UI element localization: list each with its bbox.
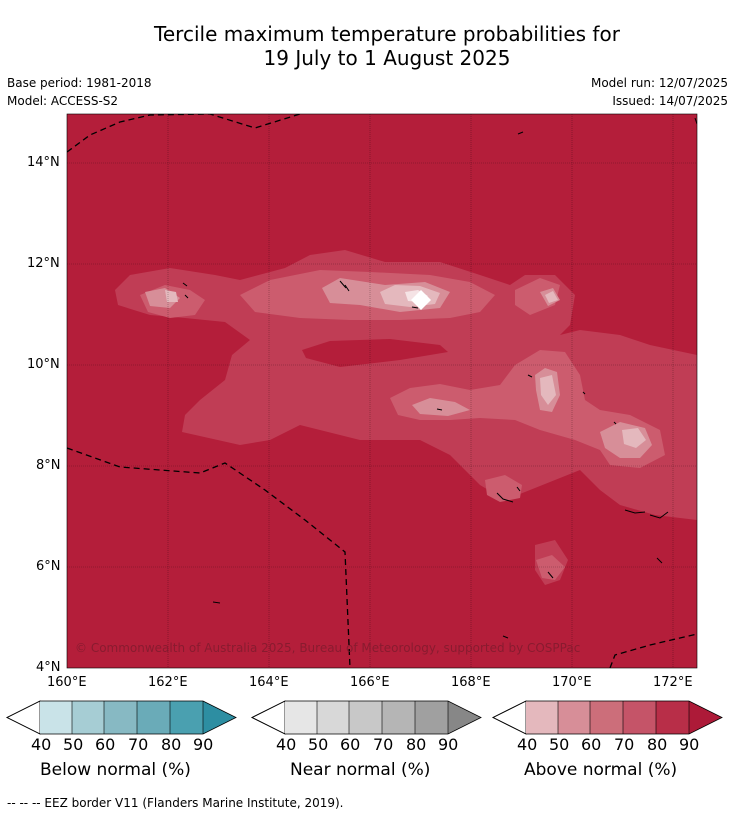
meta-left: Base period: 1981-2018 Model: ACCESS-S2 xyxy=(7,74,152,110)
colorbar-below-tick-70: 70 xyxy=(128,735,149,754)
colorbar-above-swatch-50 xyxy=(558,701,590,734)
colorbar-above-tick-90: 90 xyxy=(679,735,700,754)
map-title: Tercile maximum temperature probabilitie… xyxy=(0,22,736,70)
lat-label-4: 4°N xyxy=(36,660,61,675)
title-line-2: 19 July to 1 August 2025 xyxy=(263,46,511,70)
lon-label-170: 170°E xyxy=(552,675,592,690)
lon-label-162: 162°E xyxy=(148,675,188,690)
colorbar-near-tick-50: 50 xyxy=(308,735,329,754)
issued-date: Issued: 14/07/2025 xyxy=(612,94,728,108)
eez-borders xyxy=(67,114,697,668)
colorbar-near-tick-80: 80 xyxy=(406,735,427,754)
lat-label-8: 8°N xyxy=(36,458,61,473)
colorbar-above-tick-70: 70 xyxy=(614,735,635,754)
colorbar-near-tick-70: 70 xyxy=(373,735,394,754)
model-name: Model: ACCESS-S2 xyxy=(7,94,119,108)
colorbar-below-tick-50: 50 xyxy=(63,735,84,754)
colorbar-below-swatch-60 xyxy=(104,701,137,734)
lon-label-168: 168°E xyxy=(451,675,491,690)
colorbar-below-swatch-70 xyxy=(137,701,170,734)
gridlines xyxy=(67,114,697,668)
colorbar-below-swatch-40 xyxy=(40,701,72,734)
meta-right: Model run: 12/07/2025 Issued: 14/07/2025 xyxy=(591,74,728,110)
lat-label-10: 10°N xyxy=(27,357,60,372)
base-period: Base period: 1981-2018 xyxy=(7,76,152,90)
colorbar-near-swatch-50 xyxy=(317,701,349,734)
colorbar-near-title: Near normal (%) xyxy=(290,760,431,780)
eez-border-southeast xyxy=(609,633,697,668)
colorbar-below-normal xyxy=(6,700,237,735)
colorbar-below-title: Below normal (%) xyxy=(40,760,191,780)
colorbar-above-swatch-70 xyxy=(623,701,656,734)
colorbar-near-swatch-60 xyxy=(349,701,382,734)
colorbar-above-swatch-80 xyxy=(656,701,689,734)
colorbar-above-tick-50: 50 xyxy=(549,735,570,754)
title-line-1: Tercile maximum temperature probabilitie… xyxy=(154,22,620,46)
map-frame xyxy=(66,113,698,669)
colorbar-above-tick-40: 40 xyxy=(517,735,538,754)
colorbar-near-tick-90: 90 xyxy=(438,735,459,754)
colorbar-above-normal xyxy=(492,700,723,735)
colorbar-below-tick-60: 60 xyxy=(95,735,116,754)
colorbar-below-tick-80: 80 xyxy=(161,735,182,754)
lon-label-160: 160°E xyxy=(47,675,87,690)
colorbar-near-swatch-40 xyxy=(285,701,317,734)
colorbar-near-swatch-80 xyxy=(415,701,448,734)
colorbar-below-swatch-50 xyxy=(72,701,104,734)
colorbar-near-normal xyxy=(251,700,482,735)
colorbar-below-max-arrow xyxy=(203,701,236,734)
colorbar-above-swatch-40 xyxy=(526,701,558,734)
lon-label-164: 164°E xyxy=(249,675,289,690)
eez-legend-note: -- -- -- EEZ border V11 (Flanders Marine… xyxy=(7,796,344,810)
copyright-notice: © Commonwealth of Australia 2025, Bureau… xyxy=(75,641,581,655)
lat-label-6: 6°N xyxy=(36,559,61,574)
lat-label-12: 12°N xyxy=(27,256,60,271)
colorbar-near-tick-60: 60 xyxy=(340,735,361,754)
island-outlines xyxy=(182,117,697,639)
colorbar-above-tick-80: 80 xyxy=(647,735,668,754)
model-run: Model run: 12/07/2025 xyxy=(590,76,728,90)
map-field xyxy=(67,114,697,668)
colorbar-below-min-arrow xyxy=(6,700,41,735)
contour-70-region xyxy=(140,270,665,580)
colorbar-above-min-arrow xyxy=(492,700,527,735)
colorbar-near-max-arrow xyxy=(448,701,481,734)
lat-label-14: 14°N xyxy=(27,155,60,170)
white-diamond-marker xyxy=(411,290,431,310)
lon-label-172: 172°E xyxy=(653,675,693,690)
eez-border-north xyxy=(67,114,301,153)
colorbar-below-swatch-80 xyxy=(170,701,203,734)
colorbar-near-min-arrow xyxy=(251,700,286,735)
lon-label-166: 166°E xyxy=(350,675,390,690)
inner-90-patch xyxy=(302,339,448,367)
colorbar-near-tick-40: 40 xyxy=(276,735,297,754)
colorbar-above-tick-60: 60 xyxy=(581,735,602,754)
colorbar-above-max-arrow xyxy=(689,701,722,734)
colorbar-below-tick-40: 40 xyxy=(31,735,52,754)
contour-80-region xyxy=(115,250,697,585)
colorbar-above-swatch-60 xyxy=(590,701,623,734)
eez-border-west xyxy=(67,447,351,668)
colorbar-near-swatch-70 xyxy=(382,701,415,734)
colorbar-below-tick-90: 90 xyxy=(193,735,214,754)
colorbar-above-title: Above normal (%) xyxy=(524,760,678,780)
